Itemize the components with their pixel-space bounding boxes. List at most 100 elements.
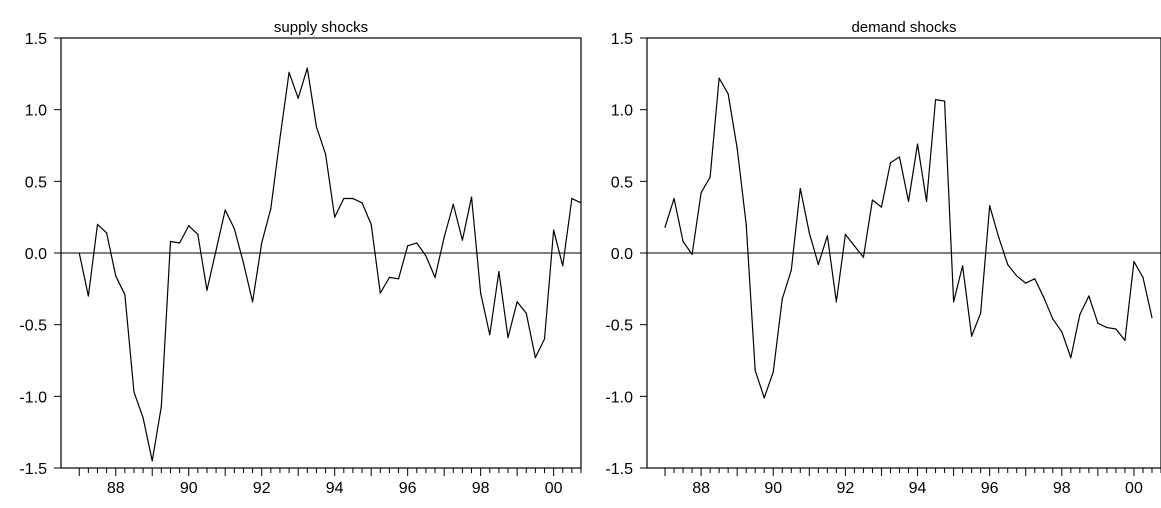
data-point bbox=[306, 67, 308, 69]
data-point bbox=[853, 245, 856, 247]
data-point bbox=[388, 276, 391, 278]
data-point bbox=[242, 262, 245, 264]
data-point bbox=[470, 196, 473, 198]
data-point bbox=[288, 71, 290, 73]
data-point bbox=[562, 265, 564, 267]
data-point bbox=[352, 197, 354, 200]
data-point bbox=[691, 253, 693, 256]
data-point bbox=[934, 99, 937, 101]
data-point bbox=[700, 192, 702, 194]
data-point bbox=[78, 252, 80, 254]
data-point bbox=[543, 338, 546, 340]
data-point bbox=[1097, 322, 1099, 324]
data-point bbox=[324, 153, 327, 155]
data-point bbox=[553, 229, 555, 231]
y-tick-label: 0.0 bbox=[25, 246, 47, 263]
data-point bbox=[1133, 261, 1135, 263]
data-point bbox=[197, 233, 199, 235]
x-tick-label: 98 bbox=[472, 480, 490, 497]
data-point bbox=[1115, 328, 1117, 330]
data-point bbox=[452, 203, 454, 205]
data-point bbox=[425, 255, 427, 257]
data-point bbox=[754, 369, 756, 372]
data-point bbox=[124, 293, 126, 296]
data-point bbox=[407, 245, 409, 247]
data-point bbox=[169, 240, 172, 243]
data-point bbox=[115, 275, 117, 277]
data-point bbox=[361, 202, 363, 204]
data-point bbox=[998, 236, 1000, 238]
data-point bbox=[279, 137, 281, 139]
y-tick-label: -1.5 bbox=[605, 461, 633, 478]
data-point bbox=[434, 276, 436, 278]
data-point bbox=[1079, 314, 1081, 316]
data-point bbox=[370, 223, 372, 225]
x-tick-label: 88 bbox=[107, 480, 125, 497]
y-tick-label: 1.5 bbox=[25, 31, 47, 48]
data-point bbox=[188, 225, 190, 227]
data-point bbox=[682, 240, 684, 243]
data-point bbox=[106, 232, 108, 234]
data-point bbox=[178, 242, 181, 244]
x-tick-label: 94 bbox=[326, 480, 344, 497]
data-point bbox=[898, 156, 901, 158]
data-point bbox=[1088, 295, 1090, 297]
data-point bbox=[261, 242, 263, 244]
data-point bbox=[87, 295, 89, 297]
data-point bbox=[96, 223, 99, 225]
x-tick-label: 92 bbox=[836, 480, 854, 497]
data-point bbox=[880, 206, 883, 208]
data-point bbox=[133, 391, 135, 393]
data-point bbox=[826, 235, 828, 237]
data-point bbox=[781, 298, 783, 300]
data-point bbox=[1007, 263, 1009, 266]
y-tick-label: -1.5 bbox=[19, 461, 47, 478]
data-point bbox=[1025, 282, 1027, 284]
data-point bbox=[718, 77, 720, 79]
data-point bbox=[498, 271, 500, 273]
data-point bbox=[844, 233, 846, 235]
x-tick-label: 00 bbox=[545, 480, 563, 497]
x-tick-label: 96 bbox=[399, 480, 417, 497]
data-point bbox=[907, 200, 910, 202]
data-point bbox=[1016, 275, 1018, 277]
data-point bbox=[142, 417, 144, 419]
x-tick-label: 94 bbox=[909, 480, 927, 497]
chart-panel-1: supply shocks 1.5 1.0 0.5 0.0 -0.5 -1.0 -1.5 88 9… bbox=[19, 19, 582, 497]
data-point bbox=[215, 249, 217, 251]
data-point bbox=[571, 197, 573, 200]
data-point bbox=[1043, 296, 1045, 299]
data-point bbox=[862, 256, 865, 258]
data-point bbox=[379, 292, 381, 294]
data-point bbox=[943, 100, 946, 102]
data-point bbox=[334, 216, 336, 218]
x-tick-label: 88 bbox=[692, 480, 710, 497]
data-point bbox=[151, 460, 153, 462]
data-point bbox=[416, 242, 418, 244]
data-point bbox=[772, 371, 774, 373]
data-point bbox=[673, 197, 675, 200]
x-tick-label: 98 bbox=[1053, 480, 1071, 497]
y-tick-label: -1.0 bbox=[19, 389, 47, 406]
y-tick-label: 1.5 bbox=[611, 31, 633, 48]
x-tick-label: 92 bbox=[253, 480, 271, 497]
y-tick-label: 0.0 bbox=[611, 246, 633, 263]
data-point bbox=[251, 301, 254, 303]
series-line bbox=[78, 67, 582, 462]
data-point bbox=[397, 278, 400, 280]
data-point bbox=[1070, 357, 1072, 359]
data-point bbox=[790, 269, 792, 271]
data-point bbox=[224, 209, 226, 211]
data-point bbox=[461, 239, 464, 241]
data-point bbox=[270, 207, 272, 210]
data-point bbox=[516, 301, 518, 303]
data-point bbox=[160, 405, 162, 407]
data-point bbox=[989, 205, 991, 207]
data-point bbox=[763, 397, 765, 399]
data-point bbox=[727, 93, 729, 95]
data-point bbox=[889, 162, 892, 164]
data-point bbox=[952, 301, 955, 303]
x-tick-label: 90 bbox=[180, 480, 198, 497]
data-point bbox=[1142, 276, 1144, 278]
